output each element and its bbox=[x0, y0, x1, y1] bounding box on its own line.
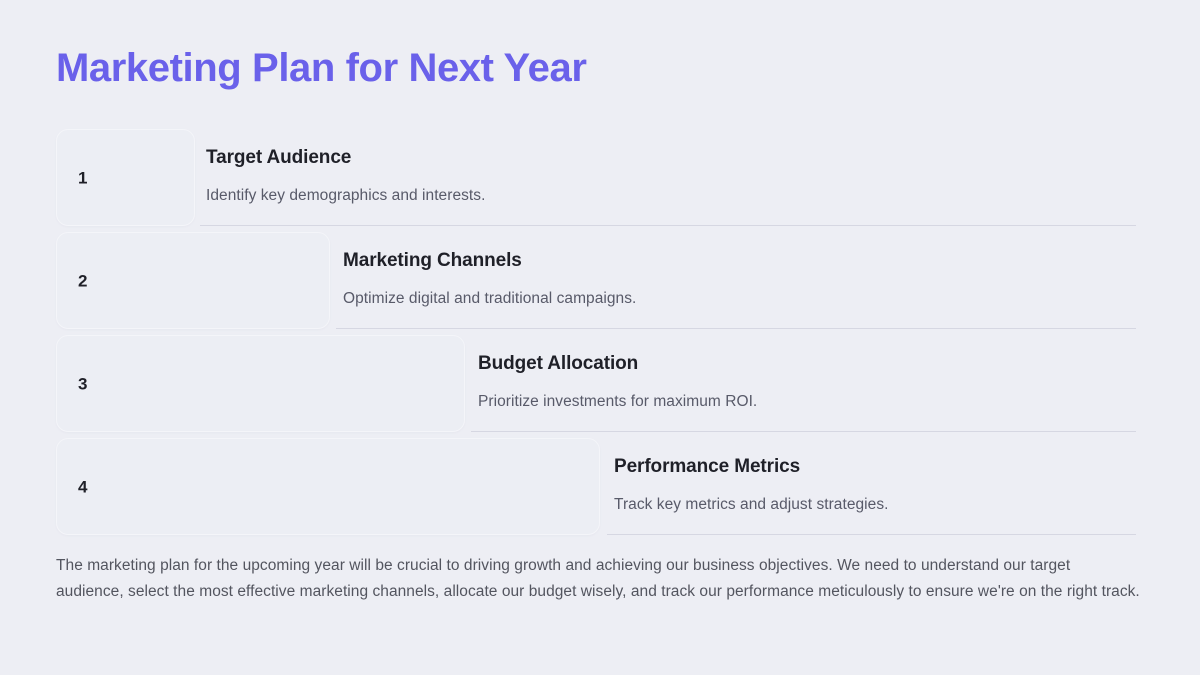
step-content: Performance Metrics Track key metrics and… bbox=[614, 438, 889, 535]
step-row[interactable]: 2 Marketing Channels Optimize digital and … bbox=[0, 232, 1200, 334]
step-row[interactable]: 4 Performance Metrics Track key metrics an… bbox=[0, 438, 1200, 540]
step-divider bbox=[607, 534, 1136, 535]
step-divider bbox=[471, 431, 1136, 432]
step-number: 2 bbox=[78, 271, 88, 290]
step-divider bbox=[336, 328, 1136, 329]
page-title: Marketing Plan for Next Year bbox=[56, 46, 587, 90]
step-number-panel[interactable]: 3 bbox=[56, 335, 465, 432]
step-description: Track key metrics and adjust strategies. bbox=[614, 495, 889, 513]
step-content: Budget Allocation Prioritize investments … bbox=[478, 335, 757, 432]
summary-paragraph: The marketing plan for the upcoming year… bbox=[56, 557, 1140, 600]
steps-list: 1 Target Audience Identify key demographic… bbox=[0, 129, 1200, 541]
step-title: Performance Metrics bbox=[614, 456, 801, 477]
step-content: Marketing Channels Optimize digital and t… bbox=[343, 232, 636, 329]
step-number: 4 bbox=[78, 477, 88, 496]
step-title: Marketing Channels bbox=[343, 250, 522, 271]
step-number-panel[interactable]: 2 bbox=[56, 232, 330, 329]
step-divider bbox=[200, 225, 1136, 226]
step-title: Budget Allocation bbox=[478, 353, 639, 374]
step-number-panel[interactable]: 4 bbox=[56, 438, 600, 535]
step-number-panel[interactable]: 1 bbox=[56, 129, 195, 226]
step-description: Prioritize investments for maximum ROI. bbox=[478, 392, 758, 410]
step-number: 3 bbox=[78, 374, 88, 393]
step-title: Target Audience bbox=[206, 147, 352, 168]
step-description: Optimize digital and traditional campaig… bbox=[343, 289, 637, 307]
step-row[interactable]: 3 Budget Allocation Prioritize investments… bbox=[0, 335, 1200, 437]
step-content: Target Audience Identify key demographics… bbox=[206, 129, 485, 226]
step-description: Identify key demographics and interests. bbox=[206, 186, 486, 204]
step-row[interactable]: 1 Target Audience Identify key demographic… bbox=[0, 129, 1200, 231]
step-number: 1 bbox=[78, 168, 88, 187]
